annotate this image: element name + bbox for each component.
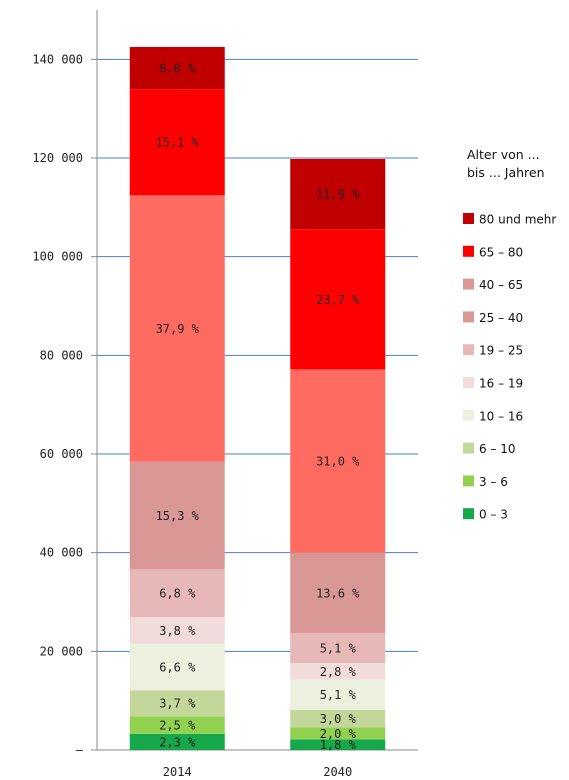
bar-segment bbox=[129, 643, 225, 691]
y-tick-label: 60 000 bbox=[40, 447, 83, 461]
legend-title-line2: bis ... Jahren bbox=[467, 165, 545, 180]
segment-label: 13,6 % bbox=[316, 586, 360, 600]
bar-segment bbox=[290, 739, 386, 750]
segment-label: 3,7 % bbox=[159, 697, 196, 711]
legend-label: 6 – 10 bbox=[479, 442, 516, 456]
bar-segment bbox=[129, 46, 225, 90]
segment-label: 15,3 % bbox=[156, 509, 200, 523]
segment-label: 3,8 % bbox=[159, 624, 196, 638]
segment-label: 11,9 % bbox=[316, 188, 360, 202]
y-tick-label: 100 000 bbox=[32, 250, 83, 264]
legend-label: 10 – 16 bbox=[479, 409, 523, 423]
segment-label: 37,9 % bbox=[156, 322, 200, 336]
segment-label: 6,8 % bbox=[159, 587, 196, 601]
segment-label: 6,6 % bbox=[159, 661, 196, 675]
segment-label: 6,0 % bbox=[159, 62, 196, 76]
bar-segment bbox=[129, 461, 225, 570]
legend-swatch bbox=[463, 344, 474, 356]
bar-segment bbox=[290, 552, 386, 633]
bars: 2,3 % 2,5 % 3,7 % 6,6 % 3,8 % 6,8 % 15,3 % 37,9… bbox=[129, 46, 386, 752]
bar-segment bbox=[129, 690, 225, 717]
legend-label: 19 – 25 bbox=[479, 344, 523, 358]
segment-label: 5,1 % bbox=[320, 688, 357, 702]
y-tick-label: 140 000 bbox=[32, 52, 83, 66]
segment-label: 23,7 % bbox=[316, 293, 360, 307]
bar-segment bbox=[290, 727, 386, 740]
legend-swatch bbox=[463, 377, 474, 388]
legend-swatch bbox=[463, 475, 474, 487]
segment-label: 15,1 % bbox=[156, 136, 200, 150]
segment-label: 1,8 % bbox=[320, 738, 357, 752]
bar-segment bbox=[129, 716, 225, 734]
y-tick-label: 120 000 bbox=[32, 151, 83, 165]
legend-swatch bbox=[463, 213, 474, 224]
bar-segment bbox=[290, 709, 386, 728]
segment-label: 5,1 % bbox=[320, 642, 357, 656]
y-tick-label: 20 000 bbox=[40, 644, 83, 658]
segment-label: 2,8 % bbox=[320, 665, 357, 679]
legend-swatch bbox=[463, 508, 474, 520]
bar-segment bbox=[129, 195, 225, 462]
y-tick-label: 80 000 bbox=[40, 348, 83, 362]
legend-label: 65 – 80 bbox=[479, 245, 523, 259]
segment-label: 2,5 % bbox=[159, 719, 196, 733]
legend-label: 80 und mehr bbox=[479, 213, 556, 227]
bar-segment bbox=[129, 569, 225, 618]
legend-swatch bbox=[463, 409, 474, 421]
segment-label: 3,0 % bbox=[320, 712, 357, 726]
bar-segment bbox=[129, 733, 225, 750]
y-tick-label: 40 000 bbox=[40, 546, 83, 560]
legend-label: 0 – 3 bbox=[479, 508, 508, 522]
legend-label: 16 – 19 bbox=[479, 377, 523, 391]
legend-label: 25 – 40 bbox=[479, 311, 523, 325]
segment-label: 31,0 % bbox=[316, 454, 360, 468]
bar-segment bbox=[290, 632, 386, 664]
segment-label: 2,0 % bbox=[320, 727, 357, 741]
legend-title-line1: Alter von ... bbox=[467, 147, 540, 162]
x-axis-labels: 2014 2040 bbox=[163, 765, 352, 779]
legend-label: 40 – 65 bbox=[479, 278, 523, 292]
x-tick-label: 2040 bbox=[323, 765, 352, 779]
legend: Alter von ... bis ... Jahren 80 und mehr… bbox=[463, 147, 556, 522]
legend-swatch bbox=[463, 278, 474, 290]
bar-segment bbox=[129, 617, 225, 644]
bar-segment bbox=[290, 663, 386, 680]
segment-label: 2,3 % bbox=[159, 735, 196, 749]
bar-segment bbox=[290, 229, 386, 370]
legend-swatch bbox=[463, 311, 474, 323]
x-tick-label: 2014 bbox=[163, 765, 192, 779]
legend-label: 3 – 6 bbox=[479, 475, 508, 489]
bar-segment bbox=[290, 369, 386, 553]
bar-segment bbox=[129, 89, 225, 196]
y-tick-label: – bbox=[76, 743, 84, 757]
bar-segment bbox=[290, 679, 386, 710]
legend-swatch bbox=[463, 245, 474, 257]
bar-segment bbox=[290, 158, 386, 230]
legend-swatch bbox=[463, 442, 474, 454]
